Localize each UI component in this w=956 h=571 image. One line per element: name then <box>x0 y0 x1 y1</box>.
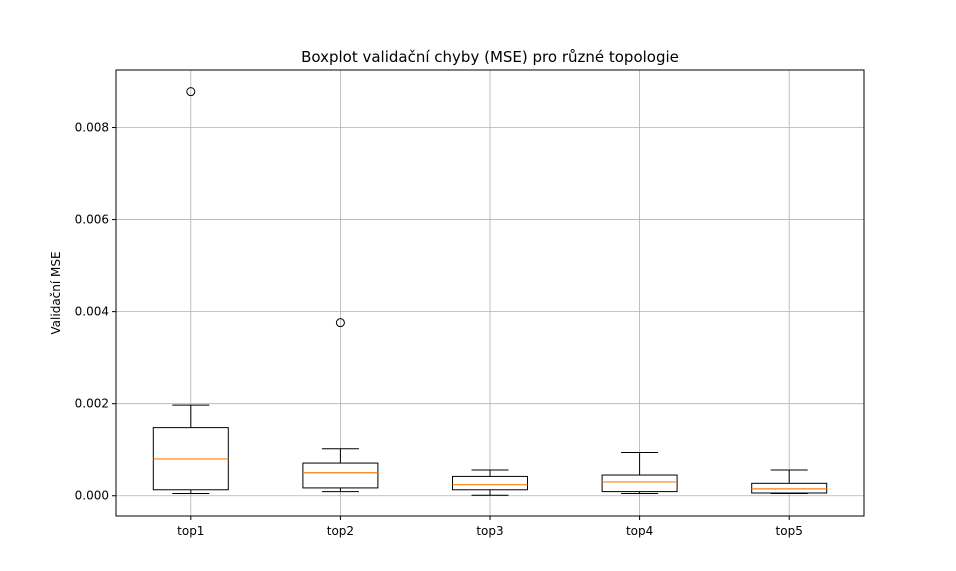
y-tick-label: 0.000 <box>75 489 109 503</box>
iqr-box <box>601 474 678 493</box>
box-group <box>751 469 828 494</box>
x-tick-label: top3 <box>476 524 503 538</box>
ticks-layer: 0.000 0.002 0.004 0.006 0.008 top1 top2 top3 top… <box>75 121 803 538</box>
y-tick-label: 0.006 <box>75 213 109 227</box>
outlier-point <box>186 87 196 97</box>
chart-title: Boxplot validační chyby (MSE) pro různé … <box>301 48 679 66</box>
y-tick-label: 0.004 <box>75 305 109 319</box>
box-group <box>452 469 528 496</box>
y-tick-label: 0.002 <box>75 397 109 411</box>
iqr-box <box>751 482 828 494</box>
x-tick-label: top2 <box>327 524 354 538</box>
box-group <box>152 87 229 494</box>
outlier-point <box>335 318 345 328</box>
x-tick-label: top4 <box>626 524 653 538</box>
y-tick-label: 0.008 <box>75 121 109 135</box>
iqr-box <box>302 462 379 489</box>
grid-layer <box>116 70 864 516</box>
y-axis-label: Validační MSE <box>49 251 63 334</box>
x-tick-label: top1 <box>177 524 204 538</box>
iqr-box <box>452 475 528 491</box>
box-group <box>601 451 678 494</box>
boxes-layer <box>152 87 828 496</box>
x-tick-label: top5 <box>776 524 803 538</box>
box-group <box>302 318 379 493</box>
